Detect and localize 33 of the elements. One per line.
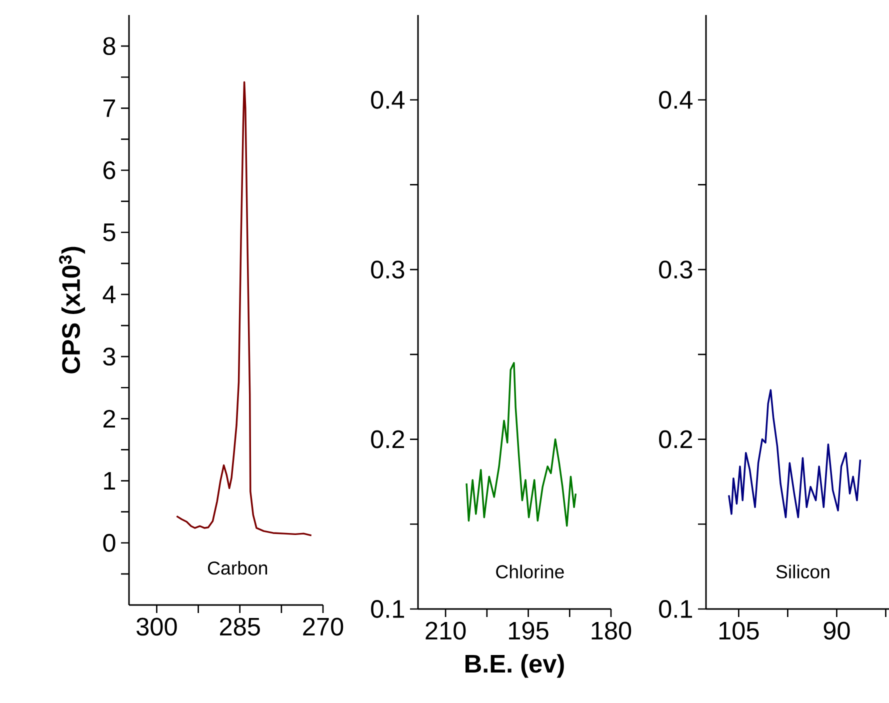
y-axis-title: CPS (x10$^{3}$) bbox=[59, 246, 86, 374]
annotation: Carbon bbox=[208, 560, 268, 575]
line-series bbox=[466, 362, 577, 527]
y-tick-label: 0.3 bbox=[371, 260, 404, 279]
x-tick-label: 300 bbox=[136, 618, 177, 636]
y-tick-label: 3 bbox=[103, 348, 116, 366]
y-tick-label: 0.2 bbox=[659, 430, 692, 448]
x-axis-title: B.E. (ev) bbox=[466, 654, 564, 678]
x-tick-label: 270 bbox=[303, 618, 344, 636]
y-tick-label: 6 bbox=[103, 161, 116, 180]
y-tick-label: 0.4 bbox=[659, 90, 693, 109]
x-tick-label: 105 bbox=[719, 622, 759, 640]
x-tick-label: 210 bbox=[426, 622, 466, 640]
y-tick-label: 4 bbox=[102, 286, 116, 304]
y-tick-label: 0.3 bbox=[659, 260, 692, 279]
annotation: Silicon bbox=[776, 564, 830, 578]
y-tick-label: 7 bbox=[104, 99, 116, 117]
y-tick-label: 0.1 bbox=[659, 600, 692, 618]
y-tick-label: 0 bbox=[103, 534, 116, 552]
y-tick-label: 1 bbox=[104, 472, 116, 490]
x-tick-label: 90 bbox=[824, 622, 850, 640]
y-tick-label: 0.2 bbox=[371, 430, 404, 448]
y-tick-label: 5 bbox=[103, 224, 116, 242]
y-tick-label: 2 bbox=[103, 410, 116, 428]
x-tick-label: 180 bbox=[592, 622, 632, 640]
line-series bbox=[728, 389, 862, 518]
line-series bbox=[176, 81, 312, 536]
x-tick-label: 285 bbox=[220, 618, 260, 636]
x-tick-label: 195 bbox=[509, 622, 548, 640]
y-tick-label: 8 bbox=[103, 37, 116, 56]
y-tick-label: 0.1 bbox=[371, 600, 404, 618]
y-tick-label: 0.4 bbox=[371, 90, 405, 109]
annotation: Chlorine bbox=[496, 564, 564, 578]
